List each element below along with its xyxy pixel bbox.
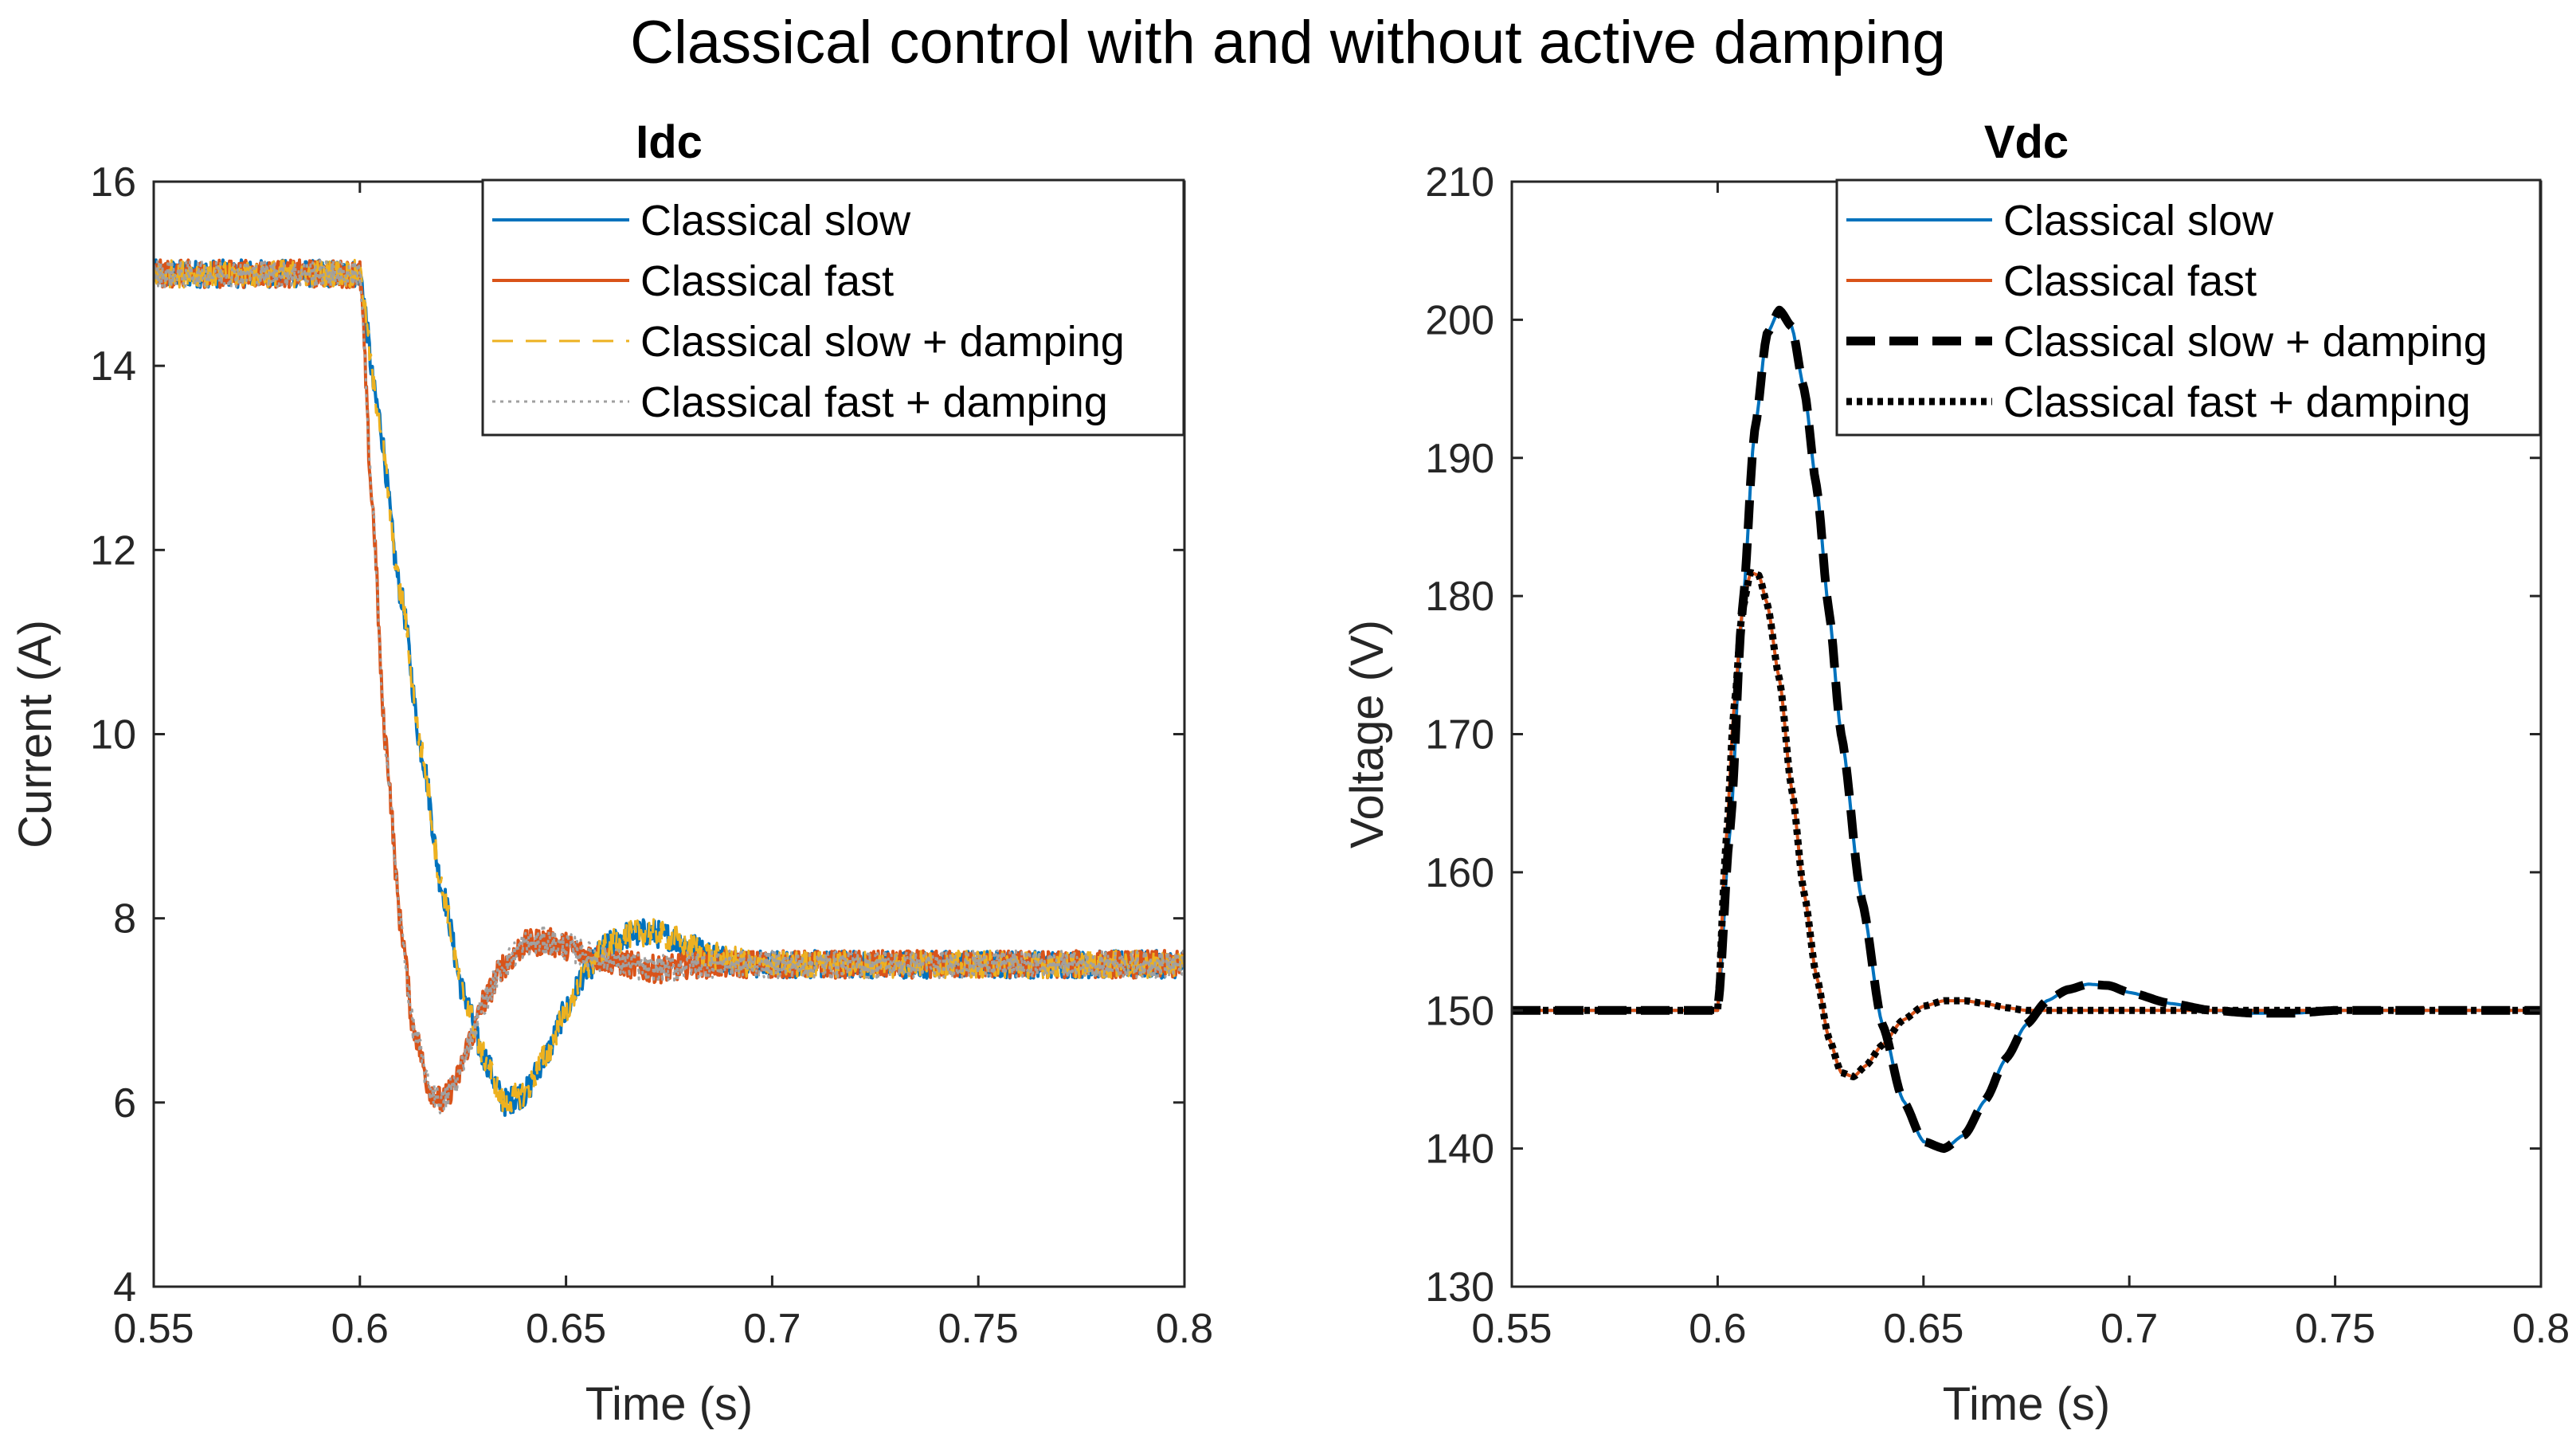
y-tick-label: 10 (90, 712, 136, 758)
legend-label: Classical fast + damping (640, 378, 1108, 426)
y-tick-label: 16 (90, 159, 136, 206)
legend-label: Classical fast + damping (2003, 378, 2471, 426)
y-tick-label: 210 (1425, 159, 1494, 206)
x-tick-label: 0.65 (1883, 1306, 1963, 1352)
x-axis-label: Time (s) (585, 1378, 753, 1430)
y-tick-label: 150 (1425, 988, 1494, 1034)
x-tick-label: 0.75 (2295, 1306, 2375, 1352)
vdc-panel: 0.55 0.6 0.65 0.7 0.75 0.8 130 140 150 160 170 180 1… (1341, 116, 2570, 1430)
legend-box (481, 178, 1185, 437)
series-line-classical-fast-damping (154, 258, 1184, 1115)
x-tick-label: 0.55 (113, 1306, 194, 1352)
legend-label: Classical slow + damping (640, 318, 1125, 366)
series-group (1512, 305, 2541, 1154)
y-tick-label: 170 (1425, 712, 1494, 758)
x-tick-label: 0.7 (743, 1306, 801, 1352)
y-tick-label: 8 (113, 896, 136, 942)
y-tick-label: 12 (90, 527, 136, 574)
legend-label: Classical slow (2003, 197, 2274, 245)
x-tick-label: 0.6 (331, 1306, 389, 1352)
y-tick-label: 130 (1425, 1264, 1494, 1311)
x-tick-label: 0.7 (2100, 1306, 2158, 1352)
y-tick-label: 4 (113, 1264, 136, 1311)
x-tick-label: 0.8 (1156, 1306, 1213, 1352)
subplot-title: Idc (636, 116, 703, 168)
legend: Classical slow Classical fast Classical sl… (481, 178, 1185, 437)
y-tick-label: 200 (1425, 297, 1494, 343)
x-axis-label: Time (s) (1943, 1378, 2110, 1430)
legend: Classical slow Classical fast Classical sl… (1835, 178, 2542, 437)
legend-label: Classical fast (640, 257, 894, 305)
y-tick-label: 140 (1425, 1127, 1494, 1173)
x-tick-label: 0.65 (526, 1306, 606, 1352)
y-axis-label: Voltage (V) (1341, 620, 1393, 848)
y-tick-label: 160 (1425, 850, 1494, 896)
x-tick-label: 0.55 (1471, 1306, 1552, 1352)
idc-panel: 0.55 0.6 0.65 0.7 0.75 0.8 4 6 8 10 12 14 16 Idc Time … (10, 116, 1213, 1430)
x-tick-label: 0.6 (1689, 1306, 1746, 1352)
y-tick-label: 14 (90, 343, 136, 390)
legend-box (1835, 178, 2542, 437)
x-tick-label: 0.75 (938, 1306, 1019, 1352)
figure-title: Classical control with and without activ… (630, 9, 1946, 76)
legend-label: Classical slow (640, 197, 911, 245)
legend-label: Classical slow + damping (2003, 318, 2488, 366)
y-tick-label: 6 (113, 1080, 136, 1127)
y-tick-label: 180 (1425, 574, 1494, 620)
y-axis-label: Current (A) (10, 620, 61, 848)
series-group (154, 258, 1184, 1117)
series-line-classical-fast-damping (1512, 569, 2541, 1080)
x-tick-label: 0.8 (2512, 1306, 2570, 1352)
legend-label: Classical fast (2003, 257, 2257, 305)
subplot-title: Vdc (1984, 116, 2069, 168)
y-tick-label: 190 (1425, 436, 1494, 482)
